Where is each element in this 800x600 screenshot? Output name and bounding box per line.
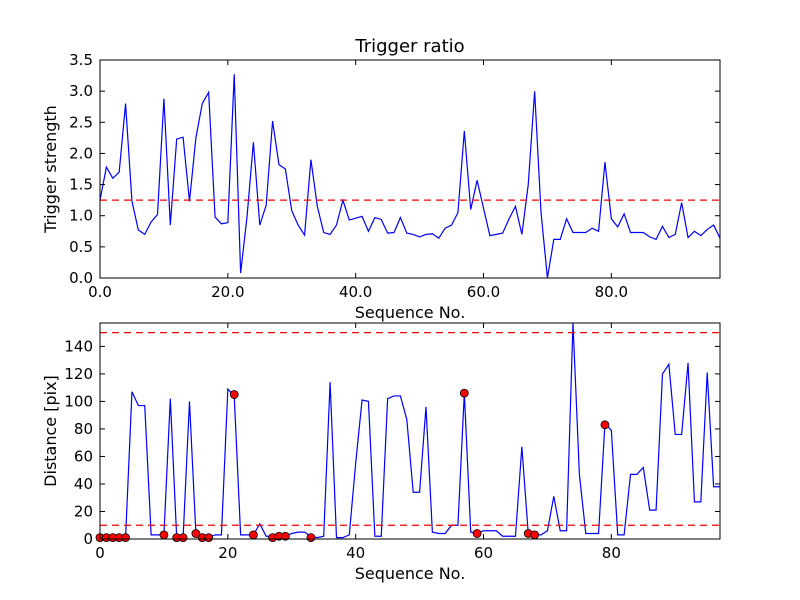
data-marker [459, 388, 469, 398]
data-marker [249, 530, 258, 540]
x-tick-label: 40 [346, 544, 365, 562]
data-marker [191, 529, 201, 538]
y-tick-label: 1.5 [69, 176, 93, 194]
x-axis-label: Sequence No. [355, 564, 466, 583]
x-tick-label: 60 [474, 544, 493, 562]
y-tick-label: 1.0 [69, 207, 93, 225]
x-axis-label: Sequence No. [355, 303, 466, 322]
y-tick-label: 0 [83, 530, 93, 548]
y-tick-label: 100 [64, 392, 93, 410]
axes-frame [99, 322, 721, 540]
x-tick-label: 40.0 [339, 283, 372, 301]
y-tick-label: 120 [64, 365, 93, 383]
y-tick-label: 3.0 [69, 82, 93, 100]
chart-panel-2: 0 20 40 60 80 0 20 40 60 80 100 120 140 Sequence No. D… [41, 322, 721, 583]
x-tick-label: 80 [602, 544, 621, 562]
x-tick-label: 80.0 [595, 283, 628, 301]
y-tick-label: 2.5 [69, 113, 93, 131]
chart-title: Trigger ratio [354, 36, 464, 57]
plot-area [100, 323, 720, 539]
data-marker [280, 531, 290, 541]
y-axis-label: Distance [pix] [41, 375, 60, 487]
data-marker [306, 533, 316, 543]
chart-panel-1: 0.0 20.0 40.0 60.0 80.0 0.0 0.5 1.0 1.5 2.0 2.5 3.0… [41, 36, 721, 322]
x-tick-label: 60.0 [467, 283, 500, 301]
data-marker [530, 530, 540, 540]
y-tick-label: 0.0 [69, 269, 93, 287]
data-marker [121, 533, 130, 543]
data-marker [204, 533, 214, 543]
y-tick-label: 2.0 [69, 144, 93, 162]
y-tick-label: 40 [74, 475, 93, 493]
series-line-1 [100, 323, 720, 539]
series-line-1 [100, 74, 720, 278]
x-tick-label: 0.0 [88, 283, 112, 301]
y-tick-label: 3.5 [69, 51, 93, 69]
data-marker [229, 390, 239, 399]
plot-area [100, 74, 720, 278]
data-marker [472, 529, 482, 538]
data-marker [600, 420, 610, 430]
y-tick-label: 60 [74, 447, 93, 465]
y-tick-label: 0.5 [69, 238, 93, 256]
data-marker [178, 533, 188, 543]
y-axis-label: Trigger strength [41, 105, 60, 234]
y-tick-label: 140 [64, 337, 93, 355]
x-tick-label: 0 [95, 544, 105, 562]
y-tick-label: 80 [74, 420, 93, 438]
axes-frame [99, 59, 721, 279]
x-tick-label: 20.0 [211, 283, 244, 301]
y-tick-label: 20 [74, 502, 93, 520]
x-tick-label: 20 [218, 544, 237, 562]
data-marker [159, 530, 169, 540]
